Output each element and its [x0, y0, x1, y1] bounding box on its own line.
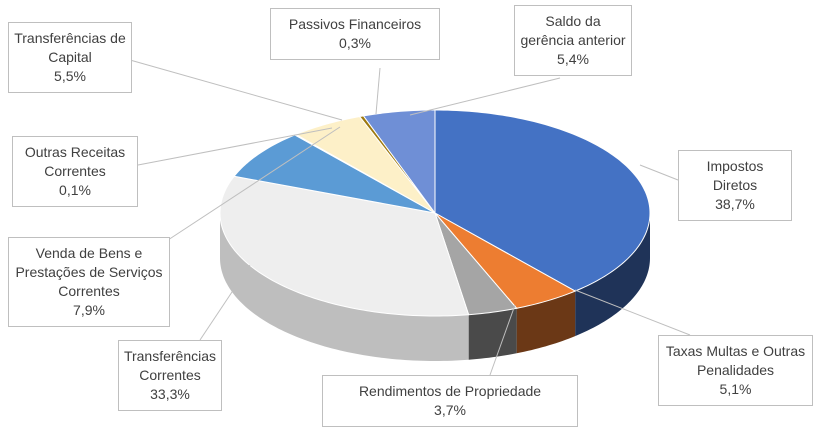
slice-side [516, 291, 576, 354]
slice [434, 109, 651, 292]
leader-line [199, 264, 251, 341]
leader-line [574, 289, 691, 336]
leader-line [167, 126, 341, 241]
data-label: Outras Receitas Correntes 0,1% [12, 136, 138, 207]
data-label: Rendimentos de Propriedade 3,7% [322, 375, 578, 427]
label-value: 0,1% [59, 182, 91, 198]
data-label: Transferências de Capital 5,5% [8, 22, 132, 93]
data-label: Venda de Bens e Prestações de Serviços C… [8, 237, 170, 327]
label-name: Taxas Multas e Outras Penalidades [665, 343, 806, 378]
slice [219, 175, 470, 317]
label-name: Passivos Financeiros [288, 16, 422, 32]
slice [434, 212, 577, 309]
label-value: 5,1% [719, 381, 752, 397]
label-name: Outras Receitas Correntes [24, 144, 126, 179]
data-label: Impostos Diretos 38,7% [678, 150, 792, 221]
slice [294, 115, 436, 214]
label-value: 7,9% [73, 302, 105, 318]
leader-line [639, 164, 679, 181]
label-value: 0,3% [339, 35, 371, 51]
label-value: 33,3% [150, 386, 190, 402]
label-name: Transferências de Capital [14, 30, 126, 65]
label-value: 3,7% [434, 402, 466, 418]
data-label: Taxas Multas e Outras Penalidades 5,1% [658, 335, 813, 406]
label-name: Transferências Correntes [123, 348, 217, 383]
slice-side [468, 308, 517, 360]
label-name: Saldo da gerência anterior [520, 13, 626, 48]
label-value: 5,5% [54, 68, 86, 84]
slice-side [575, 213, 650, 337]
leader-line [375, 67, 381, 115]
data-label: Passivos Financeiros 0,3% [270, 8, 440, 60]
slice [233, 134, 436, 214]
label-name: Venda de Bens e Prestações de Serviços C… [15, 245, 163, 299]
leader-line [409, 77, 561, 116]
slice-side [220, 213, 469, 361]
label-name: Rendimentos de Propriedade [358, 383, 542, 399]
label-value: 38,7% [715, 196, 755, 212]
leader-line [489, 304, 516, 376]
data-label: Transferências Correntes 33,3% [118, 340, 222, 411]
slice [362, 109, 436, 215]
data-label: Saldo da gerência anterior 5,4% [514, 5, 632, 76]
label-value: 5,4% [557, 51, 589, 67]
label-name: Impostos Diretos [706, 158, 764, 193]
slice [434, 212, 518, 316]
leader-line [137, 127, 333, 166]
leader-line [129, 59, 343, 121]
